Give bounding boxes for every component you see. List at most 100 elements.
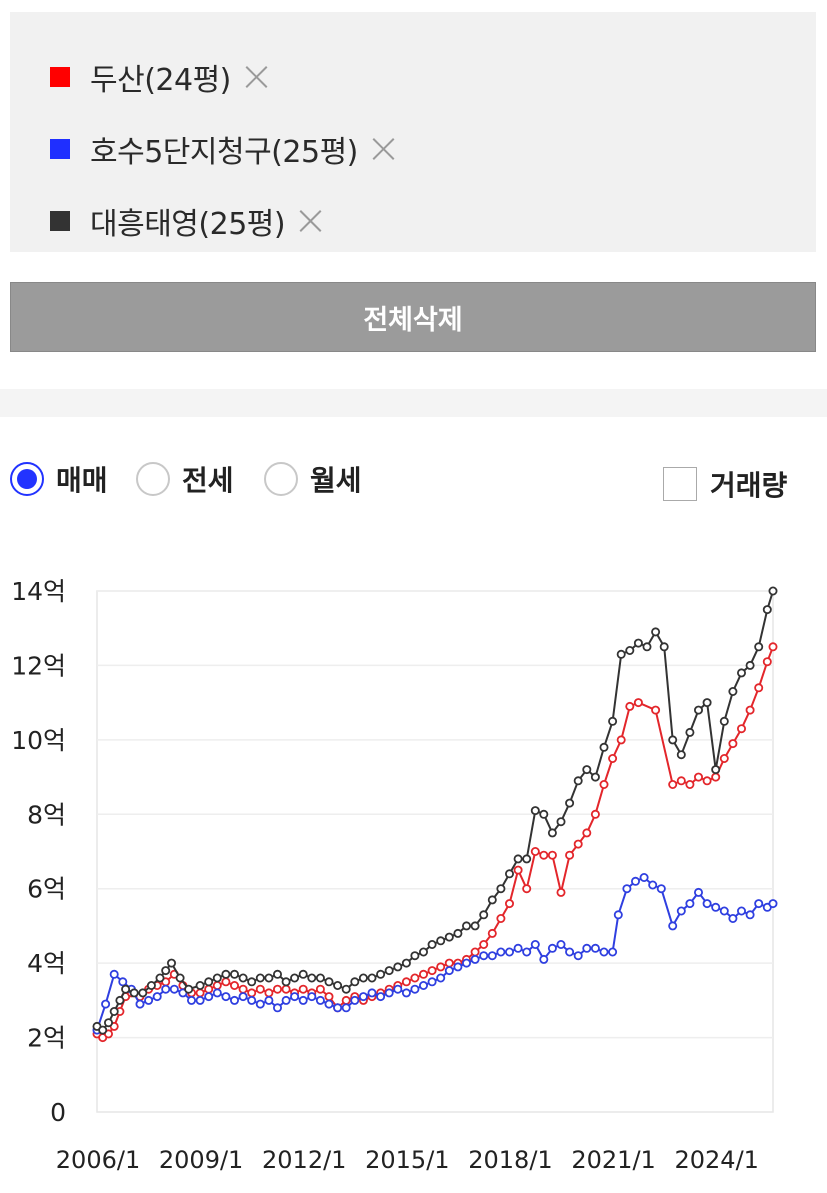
data-point[interactable] [144, 995, 154, 1005]
data-point[interactable] [547, 850, 557, 860]
data-point[interactable] [212, 988, 222, 998]
data-point[interactable] [768, 899, 778, 909]
data-point[interactable] [255, 999, 265, 1009]
data-point[interactable] [229, 969, 239, 979]
data-point[interactable] [324, 977, 334, 987]
data-point[interactable] [393, 984, 403, 994]
data-point[interactable] [539, 809, 549, 819]
data-point[interactable] [281, 984, 291, 994]
data-point[interactable] [659, 642, 669, 652]
volume-checkbox[interactable]: 거래량 [663, 464, 787, 504]
data-point[interactable] [694, 772, 704, 782]
data-point[interactable] [290, 992, 300, 1002]
data-point[interactable] [470, 921, 480, 931]
data-point[interactable] [341, 984, 351, 994]
data-point[interactable] [504, 947, 514, 957]
data-point[interactable] [427, 977, 437, 987]
data-point[interactable] [186, 995, 196, 1005]
data-point[interactable] [212, 973, 222, 983]
data-point[interactable] [238, 984, 248, 994]
data-point[interactable] [504, 869, 514, 879]
data-point[interactable] [307, 992, 317, 1002]
data-point[interactable] [616, 649, 626, 659]
data-point[interactable] [461, 958, 471, 968]
data-point[interactable] [668, 735, 678, 745]
data-point[interactable] [376, 969, 386, 979]
data-point[interactable] [247, 977, 257, 987]
data-point[interactable] [496, 884, 506, 894]
data-point[interactable] [393, 962, 403, 972]
data-point[interactable] [496, 947, 506, 957]
data-point[interactable] [719, 906, 729, 916]
data-point[interactable] [195, 980, 205, 990]
data-point[interactable] [728, 739, 738, 749]
data-point[interactable] [754, 642, 764, 652]
data-point[interactable] [109, 1006, 119, 1016]
data-point[interactable] [487, 951, 497, 961]
data-point[interactable] [556, 817, 566, 827]
data-point[interactable] [229, 980, 239, 990]
data-point[interactable] [633, 698, 643, 708]
data-point[interactable] [573, 776, 583, 786]
data-point[interactable] [719, 753, 729, 763]
data-point[interactable] [754, 683, 764, 693]
data-point[interactable] [522, 854, 532, 864]
data-point[interactable] [281, 995, 291, 1005]
data-point[interactable] [341, 1003, 351, 1013]
data-point[interactable] [633, 638, 643, 648]
data-point[interactable] [376, 992, 386, 1002]
data-point[interactable] [324, 992, 334, 1002]
data-point[interactable] [247, 988, 257, 998]
data-point[interactable] [401, 977, 411, 987]
data-point[interactable] [333, 980, 343, 990]
data-point[interactable] [204, 984, 214, 994]
data-point[interactable] [410, 973, 420, 983]
data-point[interactable] [121, 984, 131, 994]
data-point[interactable] [264, 988, 274, 998]
data-point[interactable] [631, 876, 641, 886]
data-point[interactable] [573, 951, 583, 961]
data-point[interactable] [530, 806, 540, 816]
data-point[interactable] [676, 750, 686, 760]
data-point[interactable] [768, 642, 778, 652]
data-point[interactable] [264, 995, 274, 1005]
data-point[interactable] [762, 605, 772, 615]
data-point[interactable] [608, 947, 618, 957]
data-point[interactable] [298, 969, 308, 979]
data-point[interactable] [613, 910, 623, 920]
data-point[interactable] [221, 969, 231, 979]
data-point[interactable] [565, 850, 575, 860]
data-point[interactable] [539, 954, 549, 964]
data-point[interactable] [762, 657, 772, 667]
data-point[interactable] [711, 765, 721, 775]
data-point[interactable] [648, 880, 658, 890]
data-point[interactable] [556, 887, 566, 897]
data-point[interactable] [436, 973, 446, 983]
data-point[interactable] [479, 951, 489, 961]
data-point[interactable] [702, 899, 712, 909]
data-point[interactable] [676, 906, 686, 916]
data-point[interactable] [639, 872, 649, 882]
data-point[interactable] [333, 1003, 343, 1013]
data-point[interactable] [341, 995, 351, 1005]
data-point[interactable] [155, 973, 165, 983]
data-point[interactable] [221, 977, 231, 987]
data-point[interactable] [298, 995, 308, 1005]
data-point[interactable] [255, 973, 265, 983]
data-point[interactable] [410, 951, 420, 961]
data-point[interactable] [702, 698, 712, 708]
data-point[interactable] [315, 973, 325, 983]
data-point[interactable] [676, 776, 686, 786]
data-point[interactable] [539, 850, 549, 860]
data-point[interactable] [204, 992, 214, 1002]
data-point[interactable] [427, 966, 437, 976]
data-point[interactable] [427, 939, 437, 949]
data-point[interactable] [161, 984, 171, 994]
data-point[interactable] [565, 947, 575, 957]
data-point[interactable] [307, 973, 317, 983]
data-point[interactable] [384, 966, 394, 976]
data-point[interactable] [350, 995, 360, 1005]
radio-trade-monthly[interactable]: 월세 [264, 459, 362, 499]
data-point[interactable] [522, 947, 532, 957]
data-point[interactable] [470, 947, 480, 957]
